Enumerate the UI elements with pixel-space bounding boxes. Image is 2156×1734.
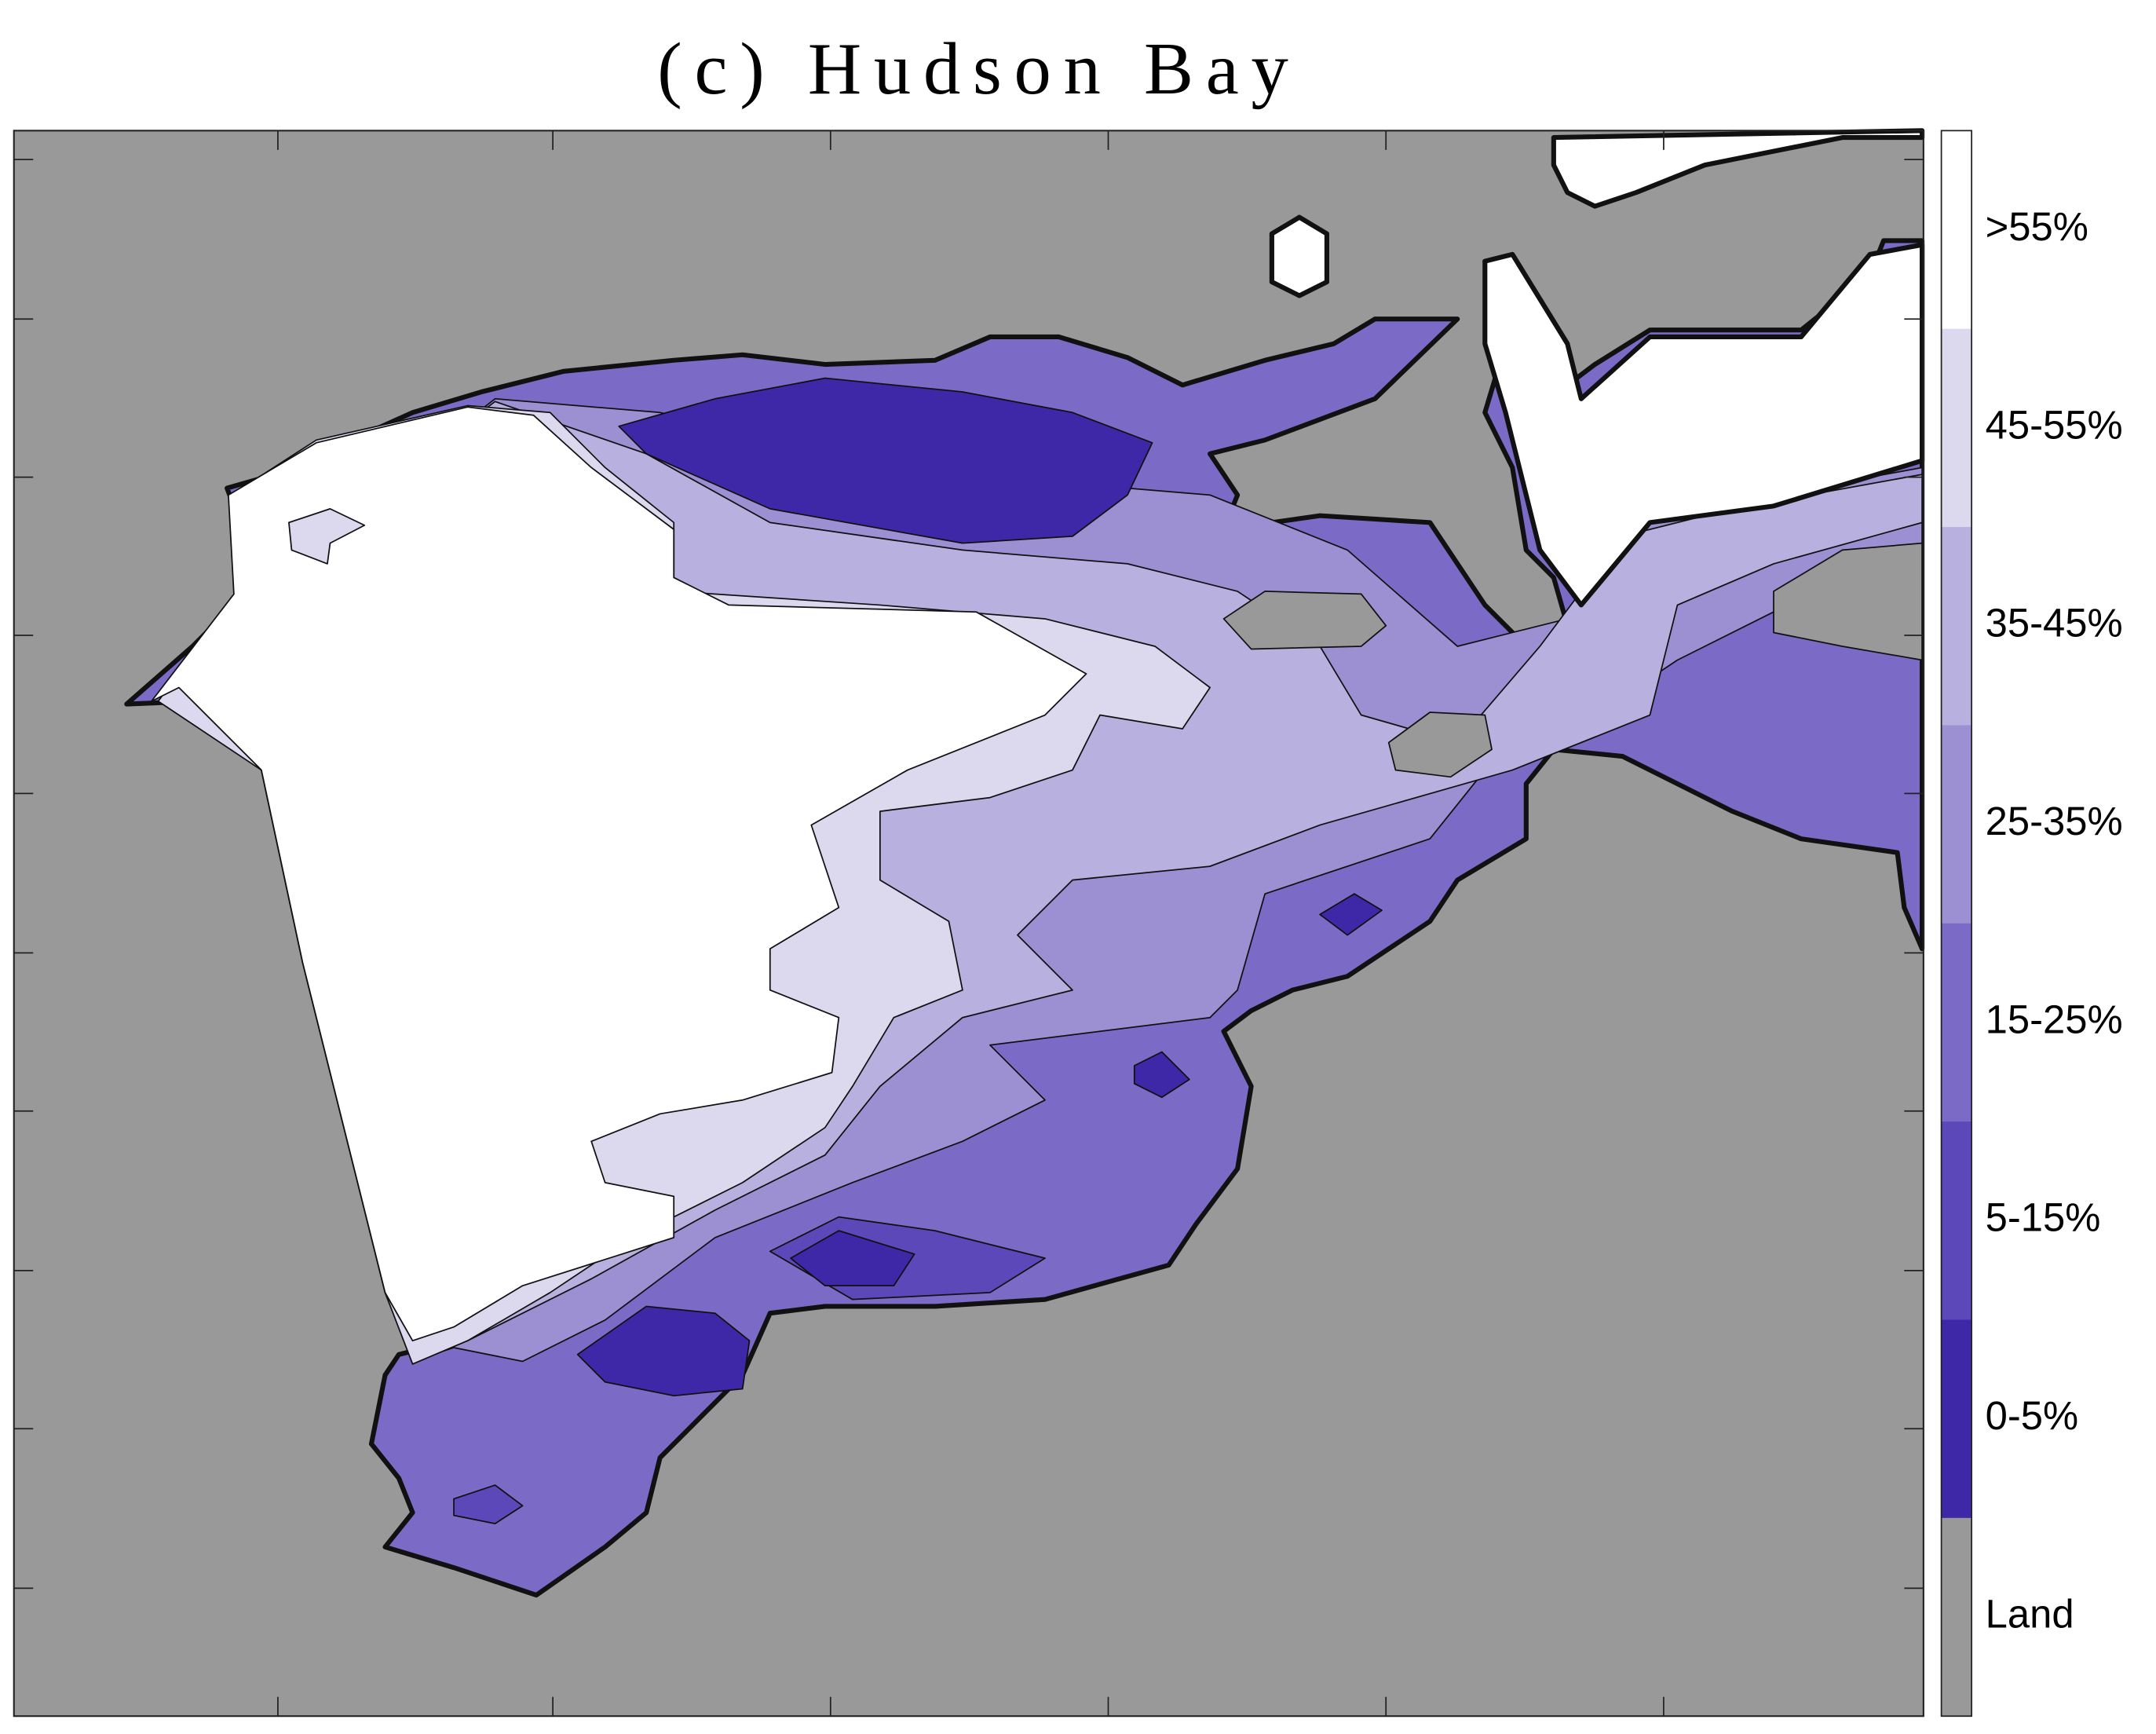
islet — [1269, 214, 1329, 298]
strait-white — [1482, 242, 1925, 608]
colorbar-swatch — [1941, 527, 1972, 726]
colorbar-label: 45-55% — [1986, 402, 2123, 447]
colorbar-swatch — [1941, 1319, 1972, 1519]
colorbar-frame — [1940, 130, 1973, 1718]
colorbar-label: 15-25% — [1986, 997, 2123, 1041]
island-top — [1551, 128, 1925, 209]
colorbar-label: 0-5% — [1986, 1393, 2079, 1438]
blob-sw — [453, 1484, 524, 1524]
colorbar-swatch — [1941, 725, 1972, 924]
island-c — [1773, 542, 1923, 661]
blob-mid-a — [1133, 1051, 1190, 1099]
colorbar-swatch — [1941, 1517, 1972, 1718]
colorbar-swatch — [1941, 130, 1972, 330]
map — [13, 128, 1925, 1717]
colorbar-label: 35-45% — [1986, 601, 2123, 646]
blob-south-c — [576, 1305, 751, 1397]
colorbar-swatch — [1941, 328, 1972, 528]
axis-ticks — [13, 130, 1924, 1717]
contour-gt55 — [150, 406, 1087, 1342]
ticks — [13, 130, 1924, 1718]
colorbar-label: >55% — [1986, 204, 2088, 249]
map-title: (c) Hudson Bay — [657, 28, 1300, 110]
blob-south-b — [790, 1230, 915, 1287]
island-a — [1222, 591, 1387, 650]
blob-mid-b — [1319, 893, 1383, 936]
colorbar: >55% 45-55% 35-45% 25-35% 15-25% 5-15% 0-5% Lan… — [1940, 130, 2123, 1718]
island-b — [1387, 712, 1493, 778]
colorbar-label: 25-35% — [1986, 799, 2123, 843]
colorbar-swatch — [1941, 1121, 1972, 1321]
blob-north — [618, 377, 1153, 544]
colorbar-label: 5-15% — [1986, 1195, 2101, 1240]
colorbar-swatch — [1941, 923, 1972, 1123]
plot-frame — [13, 130, 1924, 1718]
colorbar-label: Land — [1986, 1591, 2074, 1636]
contour-patch — [288, 507, 366, 565]
